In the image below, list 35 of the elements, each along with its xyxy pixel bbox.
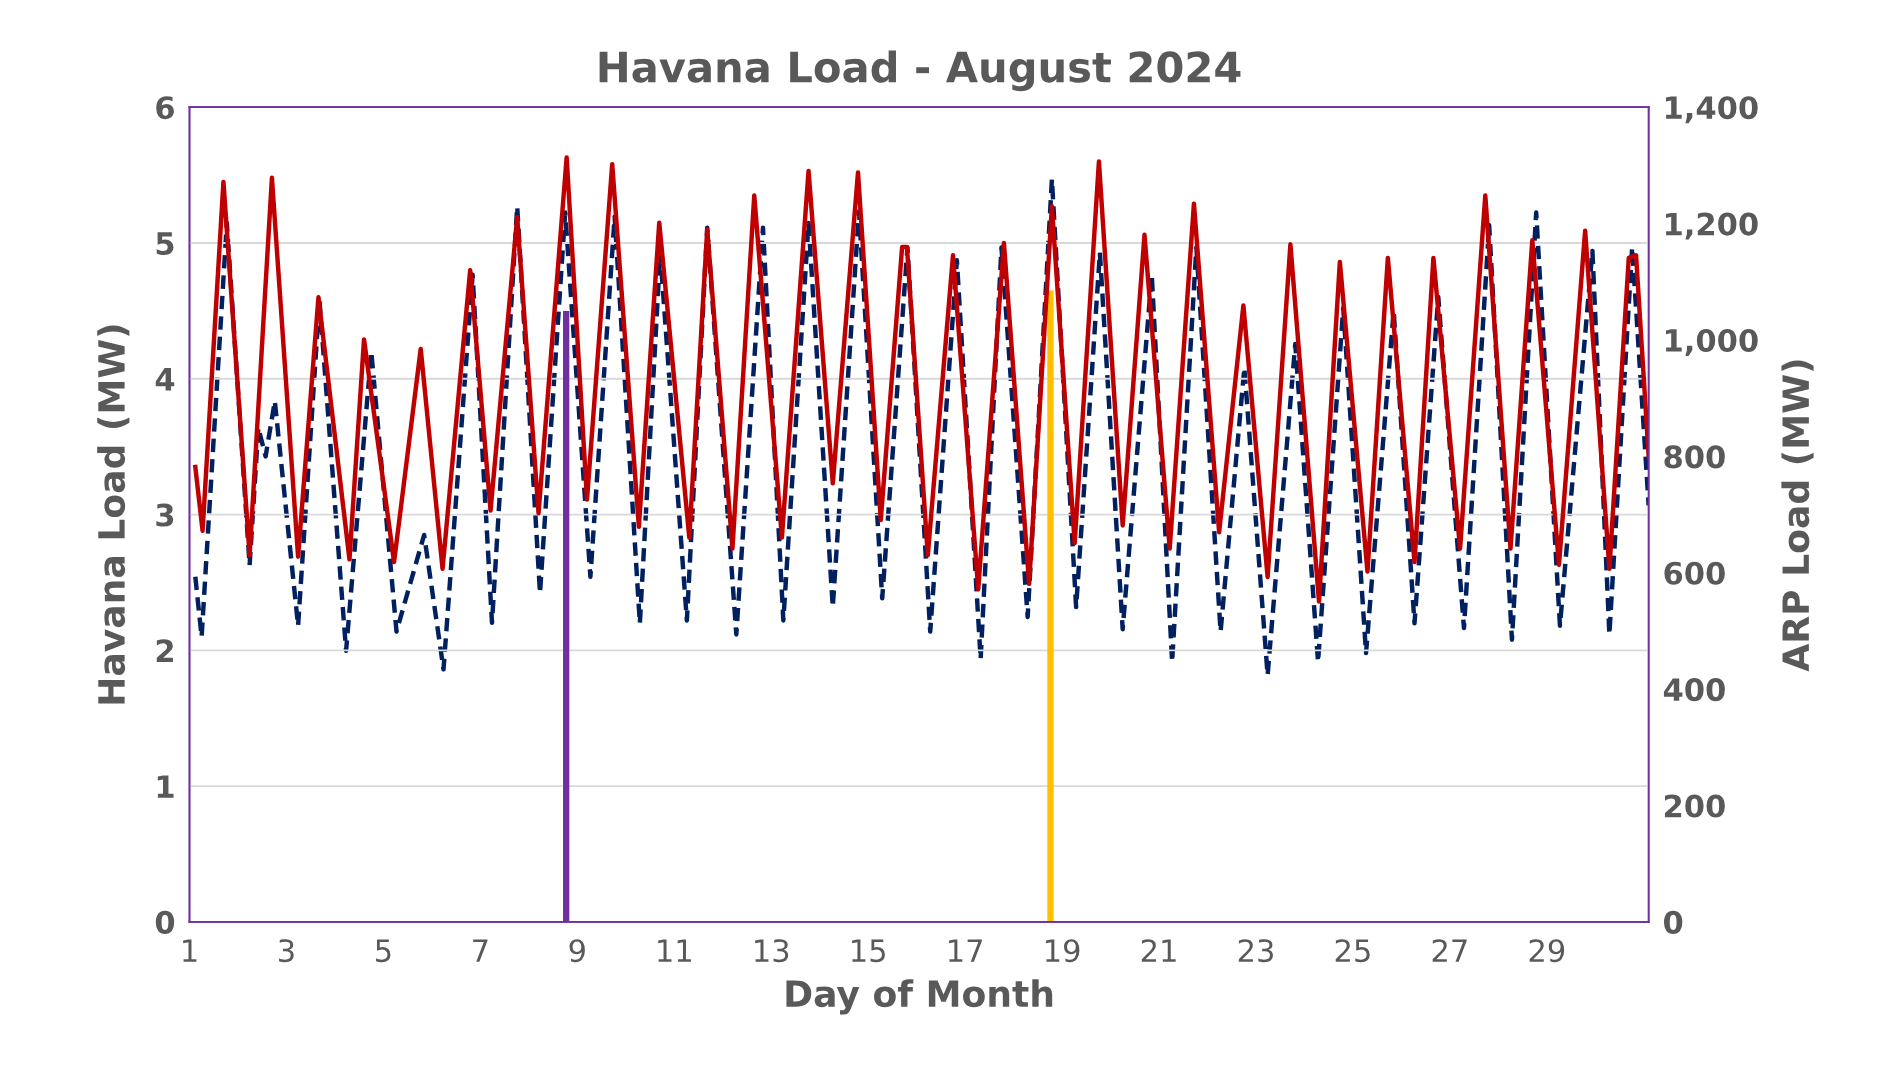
x-tick-label: 19 <box>1046 939 1080 963</box>
y2-tick-label: 1,000 <box>1665 328 1758 356</box>
x-tick-label: 3 <box>279 939 294 963</box>
y2-tick-label: 1,400 <box>1665 96 1758 124</box>
x-tick-label: 25 <box>1335 939 1370 963</box>
y2-tick-label: 0 <box>1664 910 1683 934</box>
x-tick-label: 11 <box>658 939 691 962</box>
y-tick-label: 1 <box>157 775 174 798</box>
line-series <box>193 155 1649 604</box>
x-tick-label: 17 <box>949 939 982 962</box>
y-tick-label: 5 <box>156 232 174 256</box>
y2-tick-label: 800 <box>1664 445 1725 469</box>
y-tick-label: 3 <box>156 503 174 527</box>
x-tick-label: 5 <box>376 939 391 963</box>
x-tick-label: 13 <box>755 939 789 963</box>
y-tick-label: 2 <box>156 639 173 662</box>
x-tick-label: 21 <box>1141 939 1176 962</box>
x-tick-label: 9 <box>569 939 585 963</box>
y2-tick-label: 600 <box>1664 561 1725 585</box>
y2-axis-title: ARP Load (MW) <box>1781 360 1814 672</box>
y-tick-label: 4 <box>155 368 175 391</box>
x-tick-label: 29 <box>1529 939 1565 963</box>
x-tick-label: 23 <box>1238 939 1273 963</box>
y-tick-label: 6 <box>156 96 174 120</box>
x-tick-label: 15 <box>852 939 885 963</box>
y-tick-label: 0 <box>155 910 175 934</box>
x-tick-label: 7 <box>473 939 488 962</box>
x-tick-label: 27 <box>1432 939 1467 962</box>
y-axis-title: Havana Load (MW) <box>97 325 130 704</box>
x-axis-title: Day of Month <box>786 979 1053 1015</box>
x-tick-label: 1 <box>183 939 197 962</box>
y2-tick-label: 1,200 <box>1665 212 1758 240</box>
y2-tick-label: 200 <box>1664 794 1725 818</box>
chart-title: Havana Load - August 2024 <box>599 50 1241 92</box>
y2-tick-label: 400 <box>1663 678 1725 702</box>
